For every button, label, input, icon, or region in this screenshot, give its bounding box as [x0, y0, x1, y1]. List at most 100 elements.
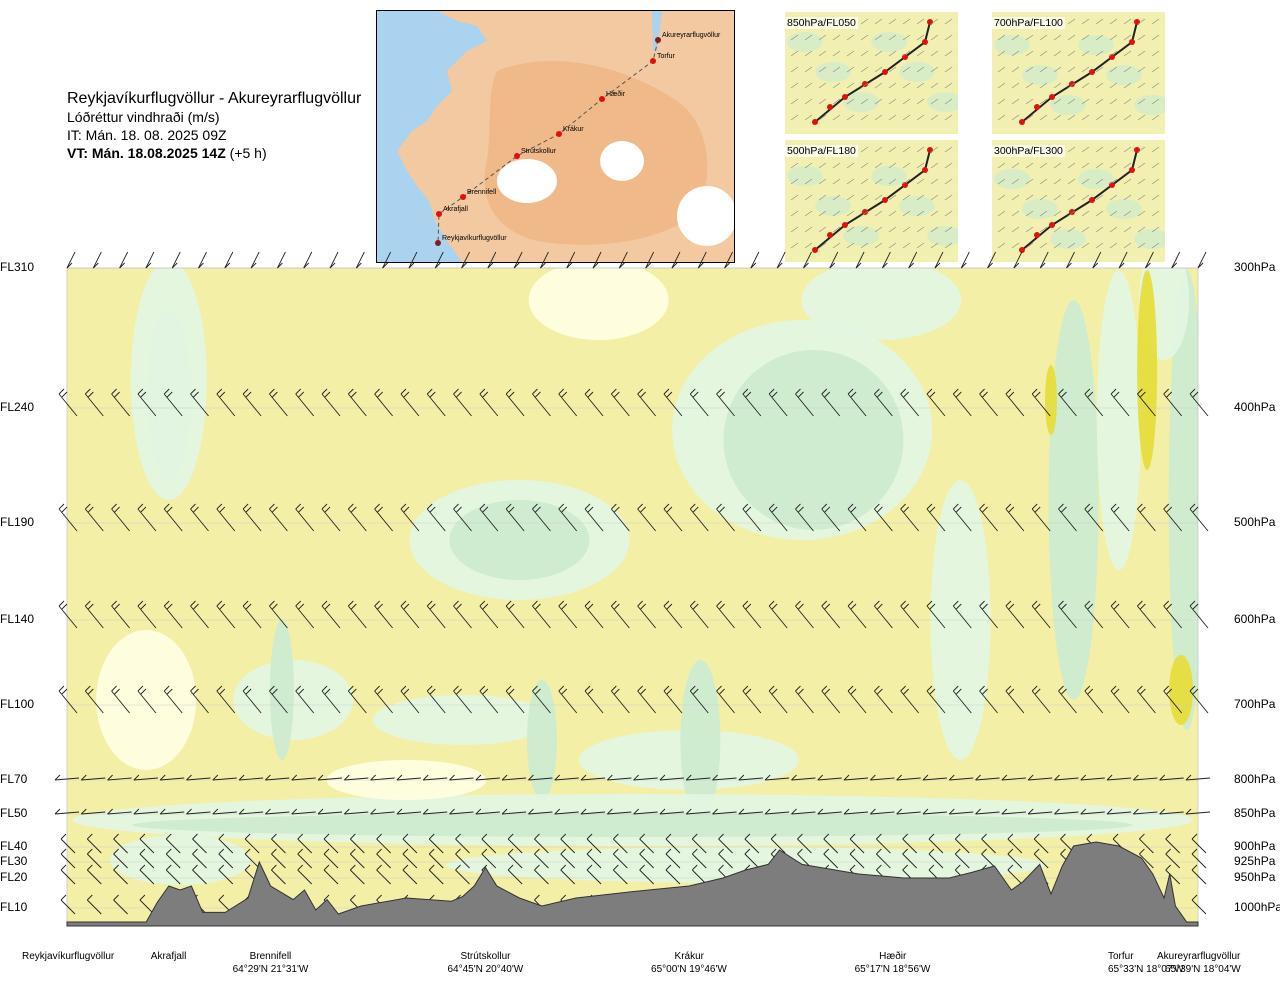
panel-wind-barb	[1067, 146, 1076, 153]
wind-barb	[981, 833, 996, 854]
panel-700hpa: 700hPa/FL100	[992, 12, 1165, 134]
panel-wind-barb	[1151, 82, 1160, 89]
wind-barb	[80, 808, 106, 815]
wind-barb	[54, 808, 80, 815]
panel-wind-barb	[1081, 50, 1090, 57]
panel-wind-barb	[1039, 194, 1048, 201]
panel-wind-barb	[916, 50, 925, 57]
map-route-line: Akureyrarflugvöllur Torfur Hæðir Krákur Strú…	[435, 32, 721, 246]
wind-barb	[718, 833, 733, 854]
panel-wind-barb	[916, 226, 925, 233]
route-point-label: Akureyrarflugvöllur	[662, 32, 721, 39]
wind-barb	[269, 600, 288, 629]
wind-barb	[137, 388, 157, 417]
wind-barb	[979, 685, 998, 714]
panel-wind-barb	[888, 194, 897, 201]
wind-barb	[1163, 388, 1183, 417]
wind-barb	[691, 833, 707, 854]
panel-field-region	[994, 169, 1030, 189]
wind-barb	[113, 833, 128, 854]
wind-barb	[426, 600, 446, 629]
panel-wind-barb	[1081, 210, 1090, 217]
wind-barb	[1110, 503, 1130, 532]
wind-barb	[376, 864, 391, 885]
panel-wind-barb	[818, 82, 827, 89]
panel-wind-barb	[860, 98, 869, 105]
wind-barb	[505, 685, 525, 714]
panel-wind-barb	[916, 162, 925, 169]
panel-wind-barb	[818, 242, 827, 249]
panel-wind-barb	[860, 242, 869, 249]
panel-wind-barb	[930, 210, 939, 217]
wind-barb	[347, 503, 367, 532]
panel-wind-barb	[1123, 34, 1132, 41]
wind-barb	[1191, 833, 1207, 854]
panel-wind-barb	[930, 82, 939, 89]
field-region	[130, 268, 207, 500]
panel-wind-barb	[1025, 82, 1034, 89]
panel-wind-barb	[1025, 66, 1034, 73]
panel-wind-barb	[930, 50, 939, 57]
wind-barb	[952, 685, 972, 714]
location-coordinates: 65°00'N 19°46'W	[651, 964, 727, 975]
panel-wind-barb	[1151, 50, 1160, 57]
wind-barb	[1106, 774, 1132, 781]
panel-wind-barb	[1011, 178, 1020, 185]
wind-barb	[271, 864, 286, 885]
panel-wind-barb	[804, 66, 813, 73]
wind-barb	[107, 774, 132, 781]
wind-barb	[896, 808, 921, 815]
wind-barb	[1110, 685, 1130, 714]
panel-wind-barb	[1137, 82, 1146, 89]
panel-wind-barb	[790, 242, 799, 249]
wind-barb	[1058, 685, 1077, 714]
wind-barb	[321, 685, 341, 714]
panel-wind-barb	[902, 242, 911, 249]
wind-barb	[671, 251, 681, 269]
panel-wind-barb	[1151, 178, 1160, 185]
panel-wind-barb	[846, 194, 855, 201]
wind-barb	[560, 864, 576, 885]
route-point-marker	[435, 240, 441, 246]
wind-barb	[426, 388, 446, 417]
wind-barb	[1191, 894, 1207, 915]
panel-wind-barb	[1053, 50, 1062, 57]
panel-wind-barb	[1053, 178, 1062, 185]
flight-level-label: FL40	[0, 839, 28, 853]
panel-wind-barb	[1081, 98, 1090, 105]
wind-barb	[928, 848, 944, 869]
panel-wind-barb	[1095, 162, 1104, 169]
wind-barb	[291, 808, 316, 815]
panel-wind-barb	[997, 210, 1006, 217]
wind-barb	[960, 251, 970, 269]
wind-barb	[928, 833, 944, 854]
panel-wind-barb	[1081, 242, 1090, 249]
wind-barb	[1066, 251, 1075, 269]
wind-barb	[613, 848, 628, 869]
panel-wind-barb	[1123, 98, 1132, 105]
wind-barb	[321, 388, 341, 417]
wind-barb	[374, 600, 393, 629]
panel-wind-barb	[944, 98, 953, 105]
field-region	[269, 620, 294, 760]
wind-barb	[952, 503, 972, 532]
panel-wind-barb	[1025, 242, 1034, 249]
panel-wind-barb	[874, 82, 883, 89]
wind-barb	[277, 251, 286, 269]
wind-barb	[400, 600, 420, 629]
wind-barb	[58, 600, 78, 629]
wind-barb	[821, 685, 841, 714]
panel-wind-barb	[944, 50, 953, 57]
panel-wind-barb	[930, 18, 939, 25]
panel-wind-barb	[1123, 146, 1132, 153]
panel-wind-barb	[1109, 66, 1118, 73]
wind-barb	[584, 685, 604, 714]
wind-barb	[133, 774, 158, 781]
wind-barb	[1084, 388, 1104, 417]
wind-barb	[613, 833, 628, 854]
panel-wind-barb	[997, 114, 1006, 121]
wind-barb	[190, 600, 209, 629]
field-region	[1048, 300, 1099, 700]
panel-wind-barb	[874, 50, 883, 57]
wind-barb	[84, 503, 104, 532]
